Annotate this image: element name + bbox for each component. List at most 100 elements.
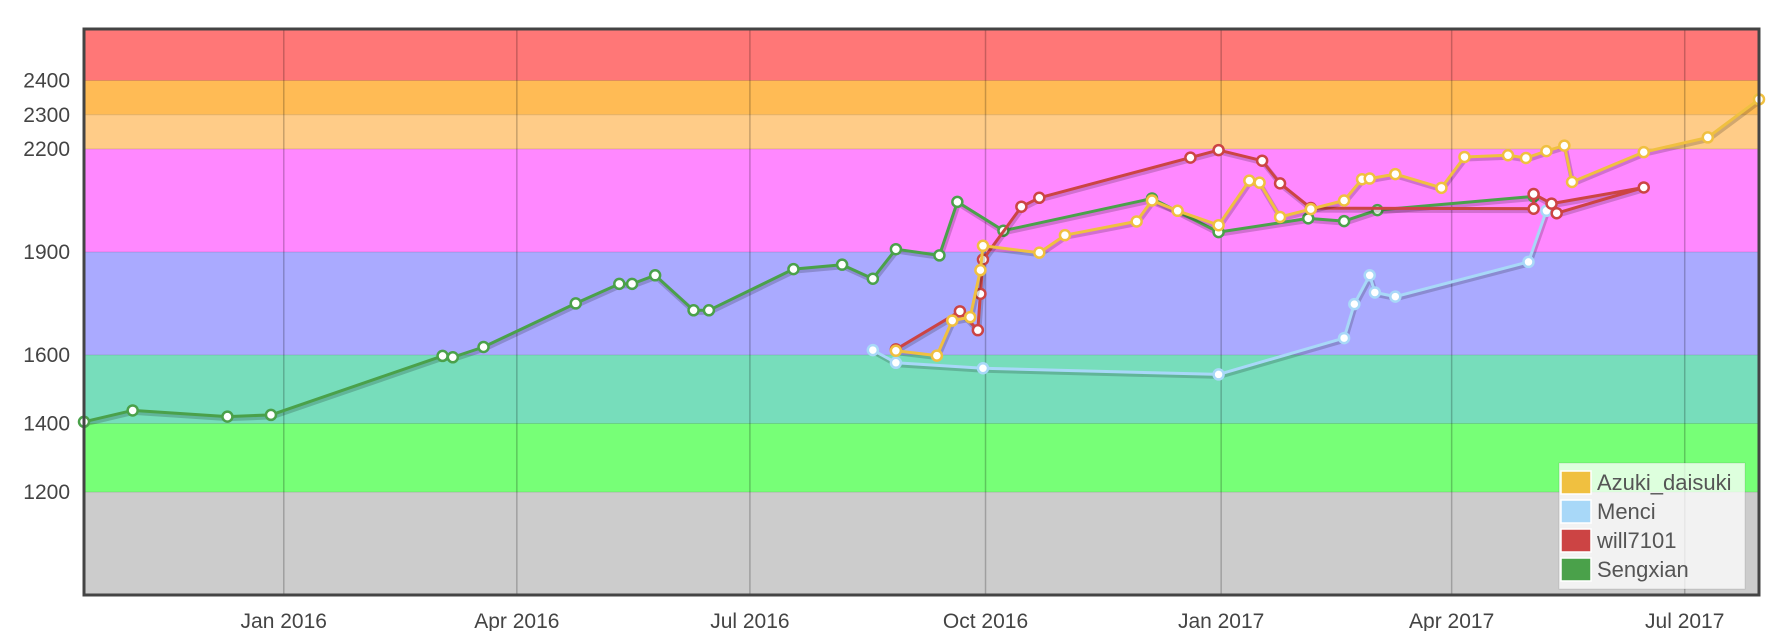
data-point-sengxian [126, 404, 139, 417]
data-point-azuki-daisuki [1540, 144, 1553, 158]
data-point-menci [1212, 368, 1225, 381]
data-point-azuki-daisuki [974, 263, 987, 277]
x-axis: Jan 2016 Apr 2016 Jul 2016 Oct 2016 Jan 2017… [241, 610, 1725, 633]
data-point-azuki-daisuki [1519, 151, 1533, 165]
data-point-azuki-daisuki [1145, 194, 1159, 207]
legend-label: Azuki_daisuki [1597, 470, 1732, 495]
data-point-sengxian [866, 272, 880, 285]
data-point-azuki-daisuki [930, 349, 944, 362]
x-tick-label: Jan 2017 [1178, 610, 1264, 631]
data-point-sengxian [221, 410, 234, 423]
rating-band-6 [84, 80, 1759, 115]
data-point-azuki-daisuki [1337, 194, 1351, 207]
data-point-will7101 [1545, 197, 1558, 210]
x-tick-label: Oct 2016 [943, 610, 1028, 631]
data-point-will7101 [1184, 151, 1197, 164]
rating-band-5 [84, 114, 1759, 150]
rating-band-3 [84, 251, 1759, 355]
rating-band-7 [84, 29, 1759, 81]
data-point-azuki-daisuki [1058, 228, 1072, 242]
data-point-azuki-daisuki [1130, 215, 1143, 228]
data-point-will7101 [1550, 206, 1563, 220]
data-point-azuki-daisuki [1558, 139, 1571, 152]
data-point-azuki-daisuki [1458, 150, 1471, 164]
data-point-menci [1337, 331, 1351, 345]
y-tick-label: 1900 [23, 241, 70, 264]
data-point-azuki-daisuki [1212, 218, 1225, 232]
data-point-sengxian [648, 269, 662, 282]
y-tick-label: 2400 [23, 69, 70, 92]
series-menci [866, 204, 1553, 381]
data-point-azuki-daisuki [889, 344, 903, 358]
data-point-sengxian [613, 277, 626, 291]
data-point-will7101 [1527, 187, 1540, 201]
data-point-azuki-daisuki [1565, 175, 1579, 189]
data-point-sengxian [446, 351, 460, 364]
data-point-menci [1368, 286, 1382, 299]
legend-label: will7101 [1596, 528, 1677, 553]
rating-bands [84, 29, 1759, 595]
data-point-sengxian [264, 408, 278, 422]
y-tick-label: 2300 [23, 104, 70, 127]
series-layer [77, 93, 1766, 429]
data-point-will7101 [1255, 154, 1269, 167]
x-tick-label: Jul 2016 [710, 610, 789, 631]
data-point-azuki-daisuki [1501, 148, 1515, 162]
y-tick-label: 1600 [23, 344, 70, 367]
data-point-azuki-daisuki [1435, 181, 1448, 195]
data-point-azuki-daisuki [963, 310, 977, 324]
data-point-sengxian [835, 258, 849, 271]
data-point-will7101 [1273, 177, 1287, 190]
series-sengxian [77, 190, 1540, 429]
data-point-will7101 [1033, 191, 1046, 205]
data-point-sengxian [625, 277, 639, 291]
legend-swatch [1560, 470, 1592, 495]
series-azuki-daisuki [889, 93, 1766, 362]
data-point-will7101 [1527, 202, 1540, 215]
data-point-azuki-daisuki [1243, 174, 1256, 187]
legend-swatch [1560, 528, 1592, 553]
x-tick-label: Apr 2017 [1409, 610, 1494, 631]
data-point-azuki-daisuki [1363, 172, 1376, 185]
plot-frame [82, 27, 1761, 597]
data-point-azuki-daisuki [1253, 176, 1266, 189]
y-tick-label: 1200 [23, 481, 70, 504]
data-point-menci [1348, 297, 1361, 311]
data-point-will7101 [971, 323, 985, 337]
data-point-will7101 [1015, 200, 1028, 213]
x-tick-label: Apr 2016 [474, 610, 559, 631]
legend-swatch [1560, 557, 1592, 582]
data-point-sengxian [687, 304, 700, 317]
data-point-sengxian [889, 242, 903, 256]
data-point-azuki-daisuki [1033, 246, 1046, 259]
data-point-sengxian [436, 349, 449, 363]
rating-band-1 [84, 423, 1759, 493]
y-tick-label: 2200 [23, 138, 70, 161]
data-point-sengxian [787, 262, 800, 276]
data-point-will7101 [1637, 181, 1650, 194]
data-point-azuki-daisuki [976, 239, 990, 253]
data-point-azuki-daisuki [1701, 131, 1715, 144]
data-point-sengxian [702, 304, 716, 317]
data-point-menci [1389, 290, 1402, 303]
data-point-azuki-daisuki [1637, 145, 1650, 159]
data-point-sengxian [933, 249, 946, 262]
data-point-will7101 [953, 305, 967, 318]
data-point-azuki-daisuki [945, 314, 959, 327]
data-point-azuki-daisuki [1171, 204, 1184, 218]
data-point-will7101 [1212, 143, 1225, 157]
data-point-sengxian [569, 297, 582, 310]
data-point-sengxian [1337, 214, 1351, 228]
data-point-sengxian [477, 340, 490, 354]
x-tick-label: Jul 2017 [1645, 610, 1724, 631]
legend: Azuki_daisuki Menci will7101 Sengxian [1558, 462, 1746, 590]
data-point-menci [976, 362, 990, 375]
legend-label: Menci [1597, 499, 1656, 524]
y-axis: 1200 1400 1600 1900 2200 2300 2400 [23, 69, 70, 504]
x-tick-label: Jan 2016 [241, 610, 327, 631]
y-tick-label: 1400 [23, 412, 70, 435]
legend-label: Sengxian [1597, 557, 1689, 582]
rating-band-0 [84, 492, 1759, 595]
